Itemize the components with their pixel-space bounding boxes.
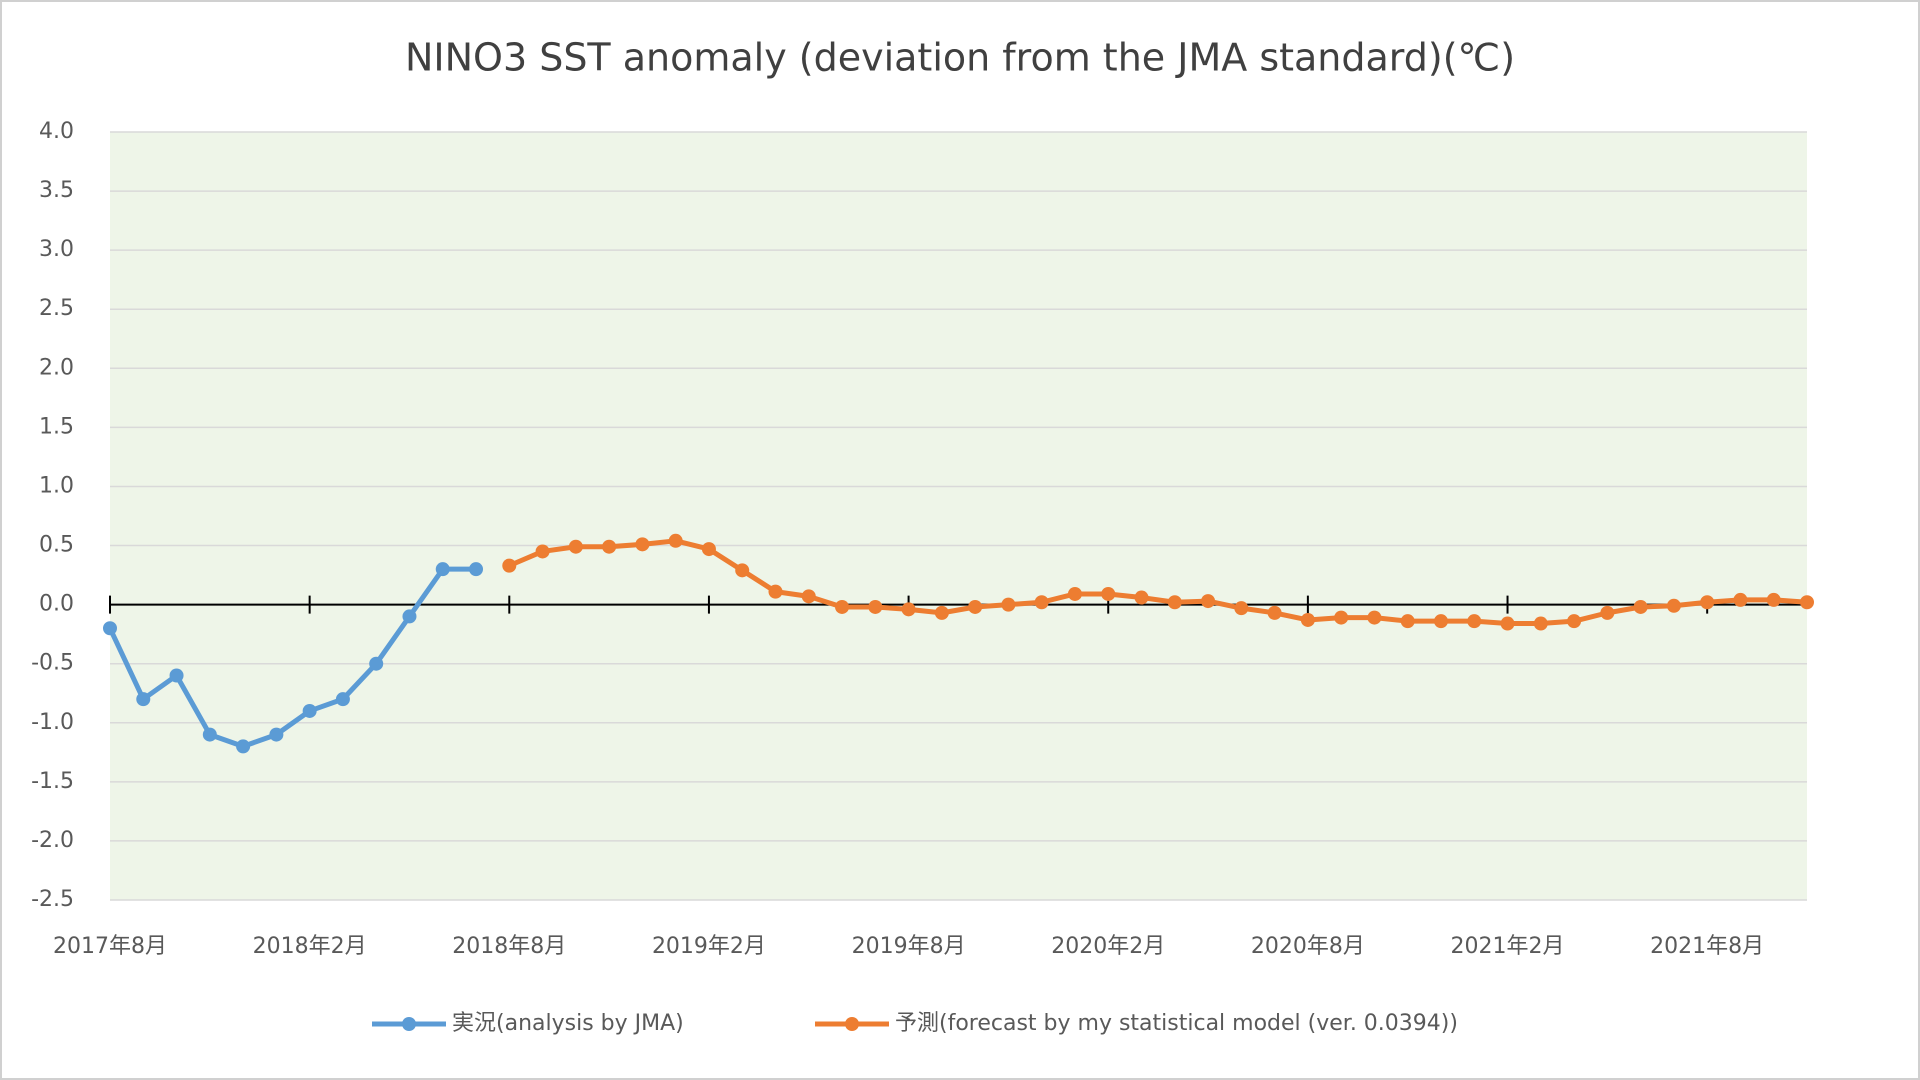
- y-tick-label: 1.0: [39, 473, 74, 498]
- point: [1400, 614, 1415, 629]
- point: [1433, 614, 1448, 629]
- point: [469, 562, 484, 577]
- point: [302, 703, 317, 718]
- point: [934, 605, 949, 620]
- point: [735, 563, 750, 578]
- point: [1567, 614, 1582, 629]
- y-tick-label: 2.5: [39, 296, 74, 321]
- point: [202, 727, 217, 742]
- point: [402, 609, 417, 624]
- x-tick-label: 2018年8月: [452, 934, 566, 959]
- point: [136, 692, 151, 707]
- point: [369, 656, 384, 671]
- plot-area: [110, 132, 1807, 900]
- x-tick-label: 2020年8月: [1251, 934, 1365, 959]
- point: [1167, 595, 1182, 610]
- point: [701, 542, 716, 557]
- series-line: [508, 538, 1808, 627]
- y-tick-label: 4.0: [39, 119, 74, 144]
- chart-title: NINO3 SST anomaly (deviation from the JM…: [405, 36, 1515, 80]
- legend-marker: [845, 1017, 859, 1031]
- x-tick-label: 2021年2月: [1451, 934, 1565, 959]
- y-tick-label: -2.0: [31, 828, 74, 853]
- x-tick-label: 2020年2月: [1051, 934, 1165, 959]
- point: [103, 621, 117, 636]
- point: [1500, 616, 1515, 631]
- y-tick-label: -0.5: [31, 651, 74, 676]
- point: [535, 544, 550, 559]
- y-tick-label: -1.5: [31, 769, 74, 794]
- point: [1134, 590, 1149, 605]
- point: [335, 692, 350, 707]
- point: [1067, 586, 1082, 601]
- legend-label: 実況(analysis by JMA): [452, 1011, 684, 1036]
- point: [1334, 610, 1349, 625]
- point: [1733, 592, 1748, 607]
- point: [868, 599, 883, 614]
- point: [269, 727, 284, 742]
- point: [1666, 598, 1681, 613]
- point: [502, 558, 517, 573]
- point: [801, 589, 816, 604]
- legend-label: 予測(forecast by my statistical model (ver…: [895, 1011, 1458, 1036]
- point: [1700, 595, 1715, 610]
- point: [169, 668, 184, 683]
- x-tick-label: 2018年2月: [253, 934, 367, 959]
- y-tick-label: 3.0: [39, 237, 74, 262]
- x-tick-label: 2019年2月: [652, 934, 766, 959]
- point: [668, 533, 683, 548]
- y-tick-label: 3.5: [39, 178, 74, 203]
- point: [1533, 616, 1548, 631]
- point: [768, 584, 783, 599]
- y-tick-label: 0.5: [39, 533, 74, 558]
- point: [1300, 612, 1315, 627]
- x-tick-label: 2019年8月: [852, 934, 966, 959]
- point: [1600, 605, 1615, 620]
- point: [968, 599, 983, 614]
- y-tick-label: -2.5: [31, 887, 74, 912]
- y-tick-label: -1.0: [31, 710, 74, 735]
- point: [1101, 586, 1116, 601]
- point: [602, 539, 617, 554]
- point: [1633, 599, 1648, 614]
- y-tick-label: 0.0: [39, 592, 74, 617]
- point: [1800, 595, 1814, 610]
- point: [635, 537, 650, 552]
- point: [1234, 601, 1249, 616]
- point: [1001, 597, 1016, 612]
- point: [435, 562, 450, 577]
- point: [1766, 592, 1781, 607]
- y-tick-label: 1.5: [39, 414, 74, 439]
- point: [1367, 610, 1382, 625]
- legend-marker: [402, 1017, 416, 1031]
- point: [568, 539, 583, 554]
- x-tick-label: 2021年8月: [1650, 934, 1764, 959]
- point: [835, 599, 850, 614]
- x-tick-label: 2017年8月: [53, 934, 167, 959]
- point: [1034, 595, 1049, 610]
- y-tick-label: 2.0: [39, 355, 74, 380]
- point: [901, 602, 916, 617]
- point: [1467, 614, 1482, 629]
- point: [1267, 605, 1282, 620]
- point: [236, 739, 251, 754]
- point: [1201, 594, 1216, 609]
